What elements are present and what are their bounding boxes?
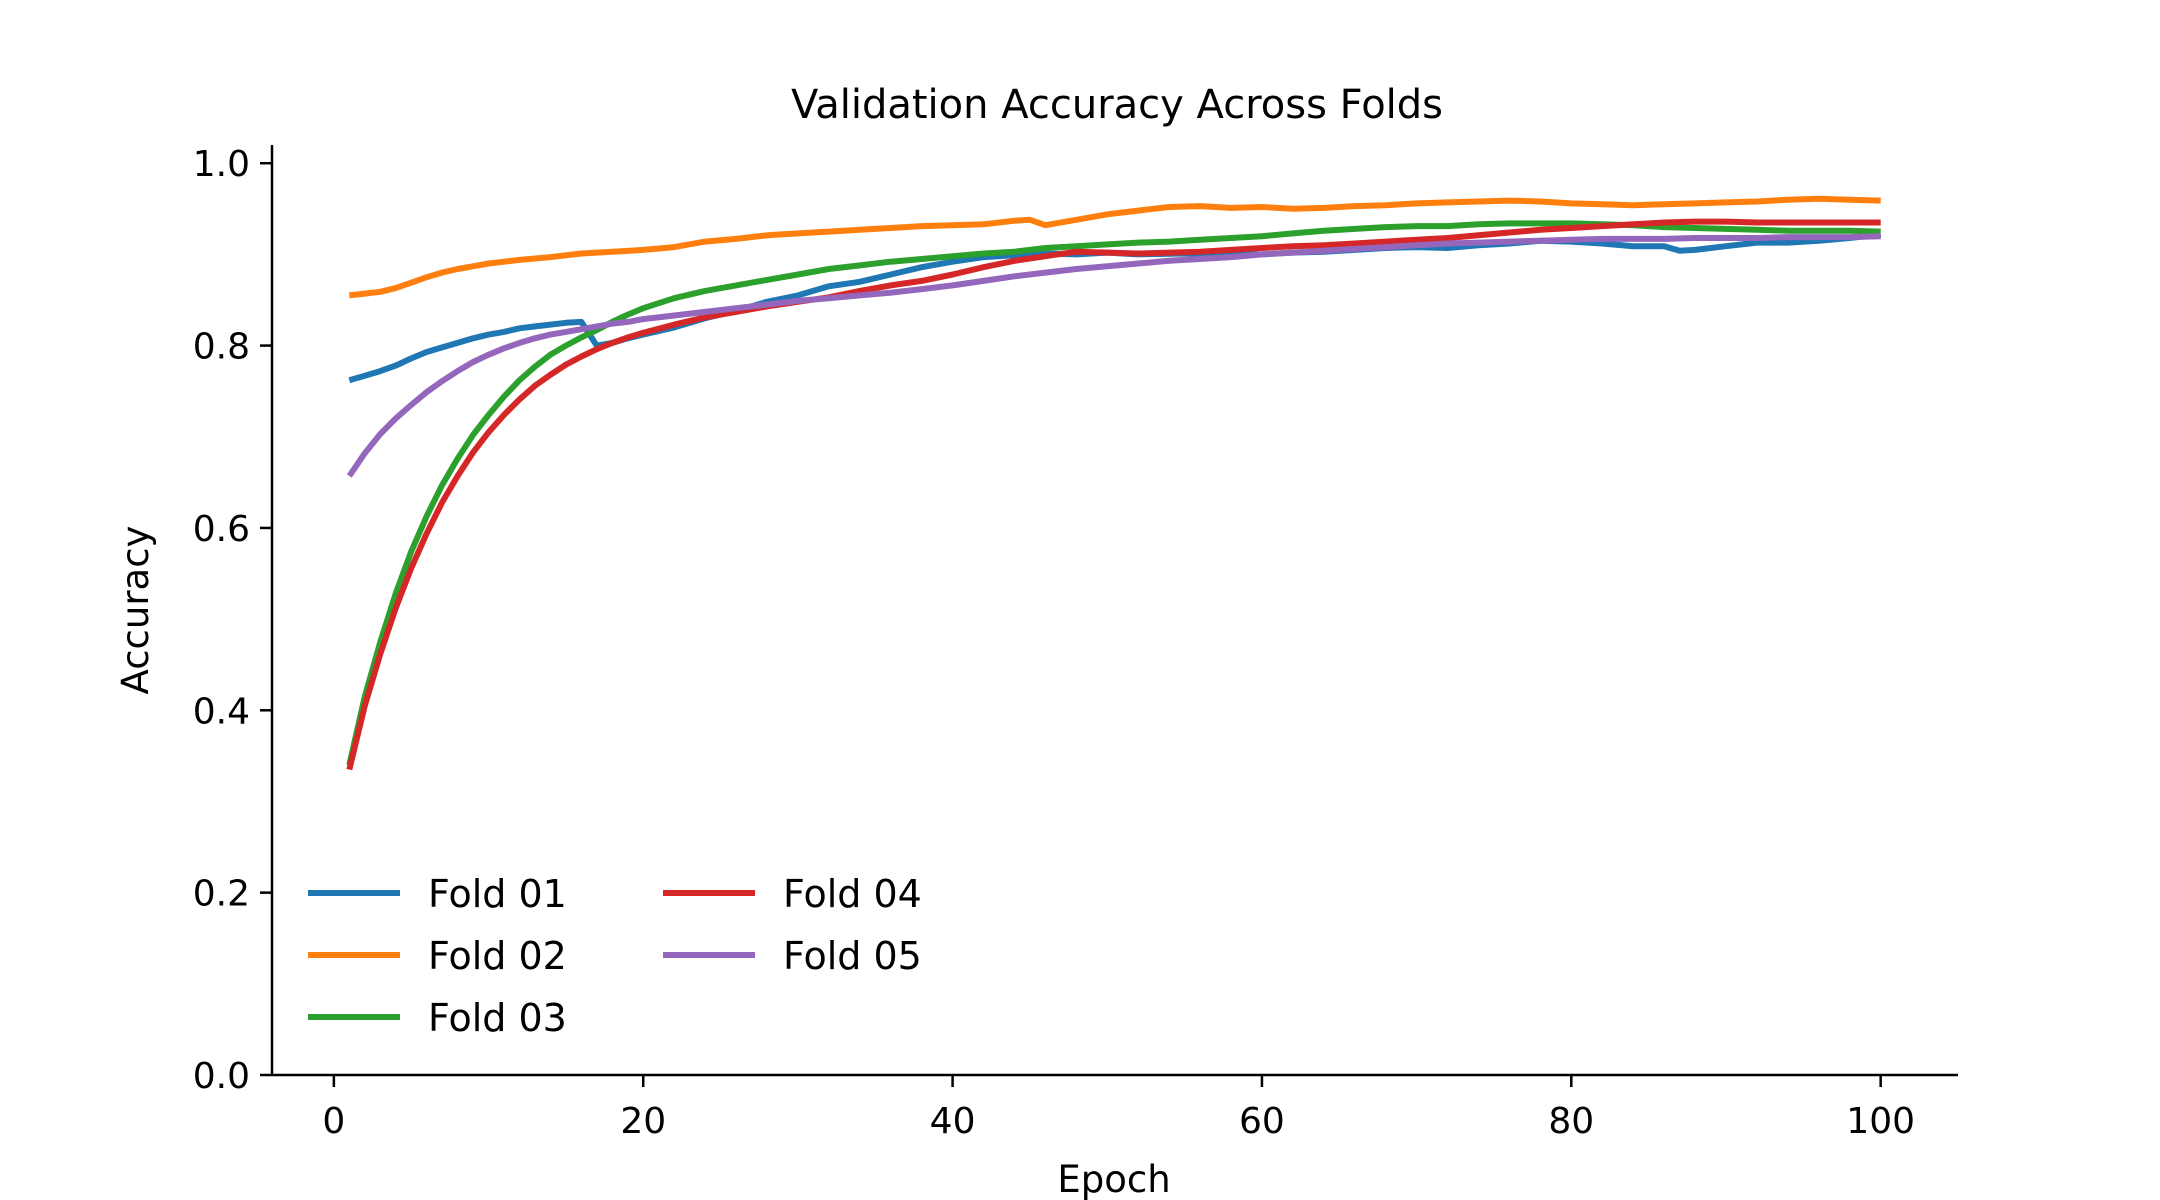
x-axis-ticks: 0 20 40 60 80 100 [322,1075,1915,1142]
x-tick-label: 0 [322,1101,345,1142]
x-tick-label: 20 [620,1101,666,1142]
x-tick-label: 80 [1548,1101,1594,1142]
series-lines [346,195,1882,771]
chart-title: Validation Accuracy Across Folds [791,82,1443,128]
series-line-4 [346,218,1881,771]
y-tick-label: 0.2 [193,874,250,915]
x-tick-label: 40 [930,1101,976,1142]
y-tick-label: 0.6 [193,509,250,550]
x-tick-label: 100 [1846,1101,1915,1142]
legend-label: Fold 05 [783,934,922,978]
legend-label: Fold 02 [428,934,567,978]
y-tick-label: 0.0 [193,1056,250,1097]
series-line-2 [348,195,1881,299]
x-tick-label: 60 [1239,1101,1285,1142]
x-axis-label: Epoch [1057,1158,1170,1200]
legend: Fold 01 Fold 02 Fold 03 Fold 04 Fold 05 [308,872,922,1040]
legend-label: Fold 04 [783,872,922,916]
legend-label: Fold 01 [428,872,567,916]
y-tick-label: 0.8 [193,327,250,368]
y-tick-label: 1.0 [193,144,250,185]
series-line-3 [346,220,1881,766]
series-line-5 [346,233,1881,478]
y-axis-ticks: 0.0 0.2 0.4 0.6 0.8 1.0 [193,144,272,1097]
series-line-1 [348,231,1882,384]
legend-label: Fold 03 [428,996,567,1040]
y-tick-label: 0.4 [193,691,250,732]
y-axis-label: Accuracy [114,526,157,695]
